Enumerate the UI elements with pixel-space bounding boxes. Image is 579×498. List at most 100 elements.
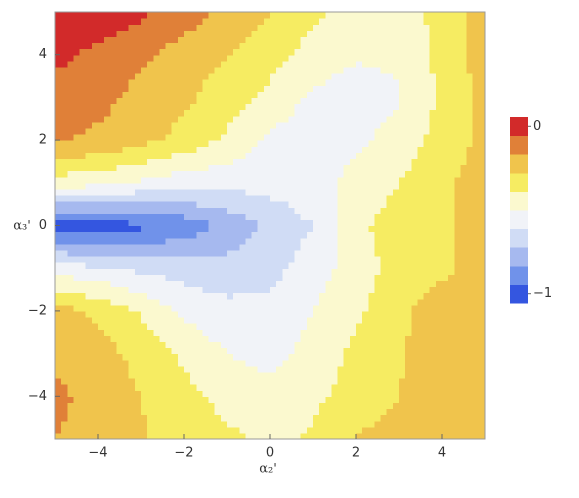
contour-cell [276, 36, 283, 44]
contour-cell [325, 201, 333, 208]
contour-cell [122, 36, 130, 44]
contour-cell [147, 97, 154, 105]
contour-cell [128, 426, 136, 434]
contour-cell [233, 188, 240, 196]
contour-cell [276, 225, 283, 233]
y-tick-label: 4 [39, 47, 47, 62]
contour-cell [55, 292, 62, 300]
contour-cell [380, 384, 388, 391]
contour-cell [214, 146, 222, 153]
contour-cell [448, 134, 455, 141]
contour-cell [165, 127, 173, 135]
contour-cell [319, 24, 326, 31]
contour-cell [98, 237, 105, 245]
contour-cell [79, 219, 87, 227]
contour-cell [263, 91, 271, 98]
contour-cell [282, 280, 290, 288]
contour-cell [460, 384, 468, 391]
contour-cell [147, 274, 154, 281]
contour-cell [202, 109, 210, 117]
contour-cell [270, 54, 277, 62]
contour-cell [134, 219, 142, 227]
contour-cell [337, 36, 345, 44]
contour-cell [325, 323, 333, 330]
contour-cell [73, 109, 81, 117]
contour-cell [306, 42, 314, 50]
contour-cell [294, 243, 302, 251]
contour-cell [282, 390, 290, 397]
contour-cell [362, 176, 369, 184]
contour-cell [448, 195, 455, 202]
contour-cell [417, 262, 425, 269]
contour-cell [245, 24, 253, 31]
contour-cell [411, 390, 419, 397]
contour-cell [442, 213, 449, 220]
contour-cell [177, 420, 185, 428]
contour-cell [270, 60, 277, 68]
contour-cell [55, 317, 62, 324]
contour-cell [306, 329, 314, 336]
contour-cell [184, 432, 191, 440]
contour-cell [306, 170, 314, 178]
contour-cell [233, 42, 240, 50]
contour-cell [460, 219, 468, 227]
contour-cell [362, 207, 369, 214]
contour-cell [91, 243, 99, 251]
contour-cell [110, 140, 118, 147]
y-tick-label: 0 [39, 218, 47, 233]
contour-cell [159, 176, 167, 184]
contour-cell [466, 414, 474, 422]
contour-cell [294, 36, 302, 44]
contour-cell [380, 219, 388, 227]
contour-cell [220, 353, 228, 361]
contour-cell [294, 286, 302, 294]
contour-cell [460, 182, 468, 190]
contour-cell [411, 243, 419, 251]
contour-cell [61, 115, 68, 123]
contour-cell [362, 24, 369, 31]
contour-cell [159, 73, 167, 80]
contour-cell [91, 103, 99, 111]
contour-cell [368, 426, 376, 434]
contour-cell [55, 256, 62, 263]
contour-cell [349, 91, 357, 98]
contour-cell [257, 323, 265, 330]
contour-cell [85, 134, 93, 141]
contour-cell [435, 231, 443, 239]
contour-cell [73, 317, 81, 324]
contour-cell [67, 353, 75, 361]
contour-cell [374, 140, 382, 147]
contour-cell [196, 280, 204, 288]
contour-cell [184, 42, 191, 50]
contour-cell [460, 274, 468, 281]
contour-cell [423, 42, 431, 50]
contour-cell [85, 219, 93, 227]
contour-cell [300, 109, 308, 117]
contour-cell [466, 12, 474, 19]
contour-cell [134, 170, 142, 178]
contour-cell [368, 384, 376, 391]
contour-cell [251, 109, 259, 117]
contour-cell [405, 12, 412, 19]
contour-cell [392, 256, 400, 263]
contour-cell [263, 121, 271, 129]
contour-cell [368, 378, 376, 385]
contour-cell [399, 408, 406, 416]
contour-cell [67, 365, 75, 373]
contour-cell [159, 390, 167, 397]
contour-cell [460, 164, 468, 172]
contour-cell [466, 286, 474, 294]
contour-cell [331, 176, 339, 184]
contour-cell [245, 365, 253, 373]
contour-cell [190, 201, 197, 208]
contour-cell [392, 91, 400, 98]
contour-cell [239, 237, 247, 245]
contour-cell [147, 347, 154, 355]
contour-cell [306, 219, 314, 227]
contour-cell [294, 249, 302, 257]
contour-cell [319, 359, 326, 367]
contour-cell [454, 304, 462, 312]
contour-cell [165, 12, 173, 19]
contour-cell [331, 310, 339, 318]
contour-cell [294, 335, 302, 342]
